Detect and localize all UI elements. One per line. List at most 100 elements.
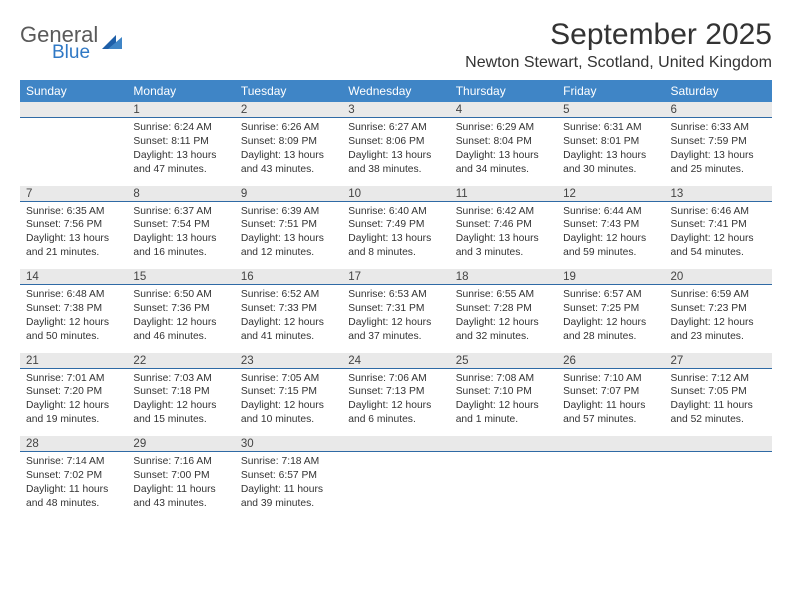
sunrise-text: Sunrise: 7:14 AM (26, 455, 121, 469)
daynum-row: 14151617181920 (20, 269, 772, 285)
details-row: Sunrise: 6:48 AMSunset: 7:38 PMDaylight:… (20, 285, 772, 353)
daylight-text: Daylight: 11 hours and 48 minutes. (26, 483, 121, 511)
sunset-text: Sunset: 7:36 PM (133, 302, 228, 316)
daylight-text: Daylight: 13 hours and 30 minutes. (563, 149, 658, 177)
day-number-cell: 12 (557, 186, 664, 202)
sunset-text: Sunset: 7:25 PM (563, 302, 658, 316)
day-number-cell: 22 (127, 353, 234, 369)
daylight-text: Daylight: 12 hours and 1 minute. (456, 399, 551, 427)
day-number-cell: 5 (557, 102, 664, 118)
day-number-cell (450, 436, 557, 452)
day-number-cell: 13 (665, 186, 772, 202)
day-number-cell: 8 (127, 186, 234, 202)
daylight-text: Daylight: 12 hours and 32 minutes. (456, 316, 551, 344)
sunrise-text: Sunrise: 7:08 AM (456, 372, 551, 386)
sunset-text: Sunset: 7:02 PM (26, 469, 121, 483)
sunset-text: Sunset: 7:15 PM (241, 385, 336, 399)
daylight-text: Daylight: 13 hours and 25 minutes. (671, 149, 766, 177)
daynum-row: 78910111213 (20, 186, 772, 202)
day-details-cell: Sunrise: 6:46 AMSunset: 7:41 PMDaylight:… (665, 201, 772, 269)
sunrise-text: Sunrise: 6:27 AM (348, 121, 443, 135)
sunset-text: Sunset: 7:49 PM (348, 218, 443, 232)
sunrise-text: Sunrise: 6:57 AM (563, 288, 658, 302)
sunrise-text: Sunrise: 6:35 AM (26, 205, 121, 219)
daylight-text: Daylight: 11 hours and 52 minutes. (671, 399, 766, 427)
details-row: Sunrise: 6:35 AMSunset: 7:56 PMDaylight:… (20, 201, 772, 269)
daylight-text: Daylight: 12 hours and 59 minutes. (563, 232, 658, 260)
sunset-text: Sunset: 7:07 PM (563, 385, 658, 399)
sunset-text: Sunset: 7:00 PM (133, 469, 228, 483)
sunset-text: Sunset: 7:43 PM (563, 218, 658, 232)
month-title: September 2025 (465, 18, 772, 52)
weekday-header-row: SundayMondayTuesdayWednesdayThursdayFrid… (20, 80, 772, 102)
sunrise-text: Sunrise: 6:33 AM (671, 121, 766, 135)
sunrise-text: Sunrise: 7:03 AM (133, 372, 228, 386)
sunrise-text: Sunrise: 6:44 AM (563, 205, 658, 219)
sunset-text: Sunset: 7:51 PM (241, 218, 336, 232)
day-number-cell: 10 (342, 186, 449, 202)
day-details-cell: Sunrise: 6:26 AMSunset: 8:09 PMDaylight:… (235, 118, 342, 186)
daylight-text: Daylight: 12 hours and 54 minutes. (671, 232, 766, 260)
sunset-text: Sunset: 7:56 PM (26, 218, 121, 232)
calendar-page: General Blue September 2025 Newton Stewa… (0, 0, 792, 520)
day-number-cell: 26 (557, 353, 664, 369)
day-number-cell: 11 (450, 186, 557, 202)
sunset-text: Sunset: 8:09 PM (241, 135, 336, 149)
sunrise-text: Sunrise: 7:10 AM (563, 372, 658, 386)
daylight-text: Daylight: 12 hours and 23 minutes. (671, 316, 766, 344)
sunrise-text: Sunrise: 7:16 AM (133, 455, 228, 469)
daynum-row: 282930 (20, 436, 772, 452)
day-details-cell: Sunrise: 6:53 AMSunset: 7:31 PMDaylight:… (342, 285, 449, 353)
calendar-head: SundayMondayTuesdayWednesdayThursdayFrid… (20, 80, 772, 102)
sunrise-text: Sunrise: 6:24 AM (133, 121, 228, 135)
day-details-cell: Sunrise: 6:52 AMSunset: 7:33 PMDaylight:… (235, 285, 342, 353)
sunrise-text: Sunrise: 6:39 AM (241, 205, 336, 219)
sunset-text: Sunset: 7:23 PM (671, 302, 766, 316)
sunset-text: Sunset: 7:31 PM (348, 302, 443, 316)
sunset-text: Sunset: 6:57 PM (241, 469, 336, 483)
sunset-text: Sunset: 8:04 PM (456, 135, 551, 149)
day-details-cell: Sunrise: 7:05 AMSunset: 7:15 PMDaylight:… (235, 368, 342, 436)
sunset-text: Sunset: 7:13 PM (348, 385, 443, 399)
calendar-table: SundayMondayTuesdayWednesdayThursdayFrid… (20, 80, 772, 520)
day-number-cell: 23 (235, 353, 342, 369)
daylight-text: Daylight: 13 hours and 12 minutes. (241, 232, 336, 260)
day-number-cell (342, 436, 449, 452)
day-details-cell: Sunrise: 7:16 AMSunset: 7:00 PMDaylight:… (127, 452, 234, 520)
day-number-cell: 25 (450, 353, 557, 369)
sunrise-text: Sunrise: 6:37 AM (133, 205, 228, 219)
day-details-cell: Sunrise: 6:50 AMSunset: 7:36 PMDaylight:… (127, 285, 234, 353)
day-number-cell (557, 436, 664, 452)
sunrise-text: Sunrise: 7:18 AM (241, 455, 336, 469)
sunrise-text: Sunrise: 7:05 AM (241, 372, 336, 386)
day-details-cell: Sunrise: 6:35 AMSunset: 7:56 PMDaylight:… (20, 201, 127, 269)
weekday-header: Sunday (20, 80, 127, 102)
daylight-text: Daylight: 13 hours and 8 minutes. (348, 232, 443, 260)
daylight-text: Daylight: 13 hours and 38 minutes. (348, 149, 443, 177)
sunrise-text: Sunrise: 6:48 AM (26, 288, 121, 302)
daylight-text: Daylight: 11 hours and 57 minutes. (563, 399, 658, 427)
day-details-cell: Sunrise: 7:10 AMSunset: 7:07 PMDaylight:… (557, 368, 664, 436)
day-number-cell: 9 (235, 186, 342, 202)
day-number-cell: 30 (235, 436, 342, 452)
daylight-text: Daylight: 11 hours and 43 minutes. (133, 483, 228, 511)
day-details-cell: Sunrise: 7:12 AMSunset: 7:05 PMDaylight:… (665, 368, 772, 436)
sunrise-text: Sunrise: 6:55 AM (456, 288, 551, 302)
day-number-cell: 2 (235, 102, 342, 118)
daylight-text: Daylight: 13 hours and 21 minutes. (26, 232, 121, 260)
day-details-cell: Sunrise: 7:14 AMSunset: 7:02 PMDaylight:… (20, 452, 127, 520)
weekday-header: Monday (127, 80, 234, 102)
day-details-cell: Sunrise: 6:55 AMSunset: 7:28 PMDaylight:… (450, 285, 557, 353)
day-details-cell (342, 452, 449, 520)
brand-text: General Blue (20, 24, 98, 62)
day-number-cell (20, 102, 127, 118)
daylight-text: Daylight: 12 hours and 37 minutes. (348, 316, 443, 344)
daylight-text: Daylight: 13 hours and 16 minutes. (133, 232, 228, 260)
day-details-cell: Sunrise: 6:29 AMSunset: 8:04 PMDaylight:… (450, 118, 557, 186)
day-number-cell: 16 (235, 269, 342, 285)
brand-logo: General Blue (20, 24, 124, 62)
day-number-cell: 4 (450, 102, 557, 118)
day-details-cell (665, 452, 772, 520)
daylight-text: Daylight: 12 hours and 10 minutes. (241, 399, 336, 427)
daylight-text: Daylight: 12 hours and 46 minutes. (133, 316, 228, 344)
